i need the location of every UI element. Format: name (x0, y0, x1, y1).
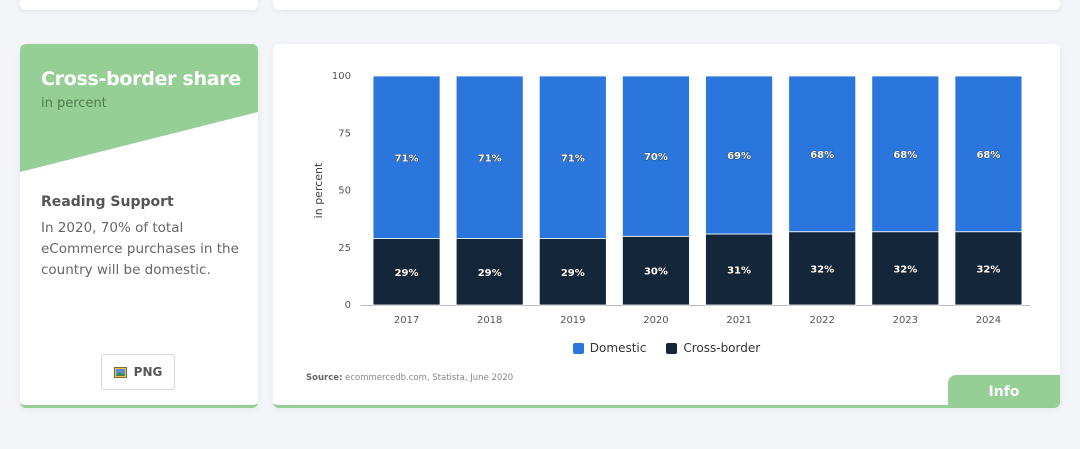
bar-cross-border-2019 (538, 238, 607, 306)
data-label-cross-border-2020: 30% (644, 267, 668, 278)
previous-card-left (20, 0, 258, 10)
legend-label-cross-border: Cross-border (683, 341, 761, 355)
data-label-domestic-2019: 71% (561, 153, 585, 164)
bar-domestic-2021 (705, 75, 773, 235)
x-tick-label-2017: 2017 (394, 315, 419, 326)
sidebar-subtitle: in percent (41, 96, 107, 111)
source-label: Source: (306, 373, 343, 383)
bar-cross-border-2021 (705, 233, 773, 306)
stacked-bar-chart: 0 25 50 75 100 in percent 29% 71% 2017 29% 71% 2018… (312, 71, 1030, 326)
info-sidebar-card: Cross-border share in percent Reading Su… (20, 44, 258, 408)
download-png-button[interactable]: PNG (101, 354, 175, 390)
bar-cross-border-2024 (954, 231, 1023, 306)
y-tick-label: 50 (338, 186, 351, 197)
y-axis-title: in percent (312, 162, 325, 218)
data-label-domestic-2022: 68% (810, 150, 834, 161)
data-label-domestic-2023: 68% (893, 150, 917, 161)
x-tick-label-2021: 2021 (726, 315, 751, 326)
bar-cross-border-2023 (871, 231, 940, 306)
legend-item-cross-border[interactable]: Cross-border (666, 341, 760, 355)
data-label-domestic-2018: 71% (478, 153, 502, 164)
bar-cross-border-2018 (455, 238, 524, 306)
x-tick-label-2019: 2019 (560, 315, 585, 326)
bar-domestic-2022 (788, 75, 857, 233)
data-label-domestic-2021: 69% (727, 151, 751, 162)
bar-domestic-2023 (871, 75, 940, 233)
legend-label-domestic: Domestic (589, 341, 647, 355)
data-label-cross-border-2024: 32% (976, 264, 1000, 275)
data-label-domestic-2024: 68% (976, 150, 1000, 161)
bar-domestic-2018 (455, 75, 524, 239)
data-label-cross-border-2018: 29% (478, 268, 502, 279)
bar-domestic-2017 (372, 75, 441, 239)
bar-domestic-2024 (954, 75, 1023, 233)
x-tick-label-2023: 2023 (893, 315, 918, 326)
y-tick-label: 75 (338, 128, 351, 139)
chart-legend: Domestic Cross-border (273, 341, 1060, 355)
info-tab-label: Info (988, 383, 1020, 400)
image-icon (113, 366, 127, 378)
data-label-domestic-2020: 70% (644, 152, 668, 163)
source-note: Source: ecommercedb.com, Statista, June … (306, 373, 513, 383)
sidebar-title: Cross-border share (41, 68, 241, 90)
x-tick-label-2024: 2024 (976, 315, 1001, 326)
data-label-cross-border-2021: 31% (727, 266, 751, 277)
reading-support-text: In 2020, 70% of total eCommerce purchase… (41, 220, 239, 278)
y-tick-label: 100 (332, 71, 351, 82)
data-label-cross-border-2022: 32% (810, 264, 834, 275)
bar-cross-border-2020 (622, 235, 690, 306)
previous-card-right (273, 0, 1060, 10)
data-label-cross-border-2017: 29% (395, 268, 419, 279)
info-tab[interactable]: Info (948, 375, 1060, 405)
x-tick-label-2018: 2018 (477, 315, 502, 326)
bar-domestic-2019 (538, 75, 607, 239)
legend-swatch-domestic (572, 342, 584, 354)
x-tick-label-2022: 2022 (809, 315, 834, 326)
bar-cross-border-2017 (372, 238, 441, 306)
data-label-domestic-2017: 71% (395, 153, 419, 164)
source-text: ecommercedb.com, Statista, June 2020 (345, 373, 514, 383)
data-label-cross-border-2019: 29% (561, 268, 585, 279)
legend-swatch-cross-border (666, 342, 678, 354)
y-tick-label: 0 (345, 300, 351, 311)
bar-domestic-2020 (622, 75, 690, 237)
bar-cross-border-2022 (788, 231, 857, 306)
y-tick-label: 25 (338, 243, 351, 254)
data-label-cross-border-2023: 32% (893, 264, 917, 275)
chart-card: 0 25 50 75 100 in percent 29% 71% 2017 29% 71% 2018… (273, 44, 1060, 408)
legend-item-domestic[interactable]: Domestic (572, 341, 647, 355)
reading-support-heading: Reading Support (41, 194, 174, 210)
png-button-label: PNG (133, 365, 163, 379)
x-tick-label-2020: 2020 (643, 315, 668, 326)
sidebar-banner (20, 44, 258, 172)
